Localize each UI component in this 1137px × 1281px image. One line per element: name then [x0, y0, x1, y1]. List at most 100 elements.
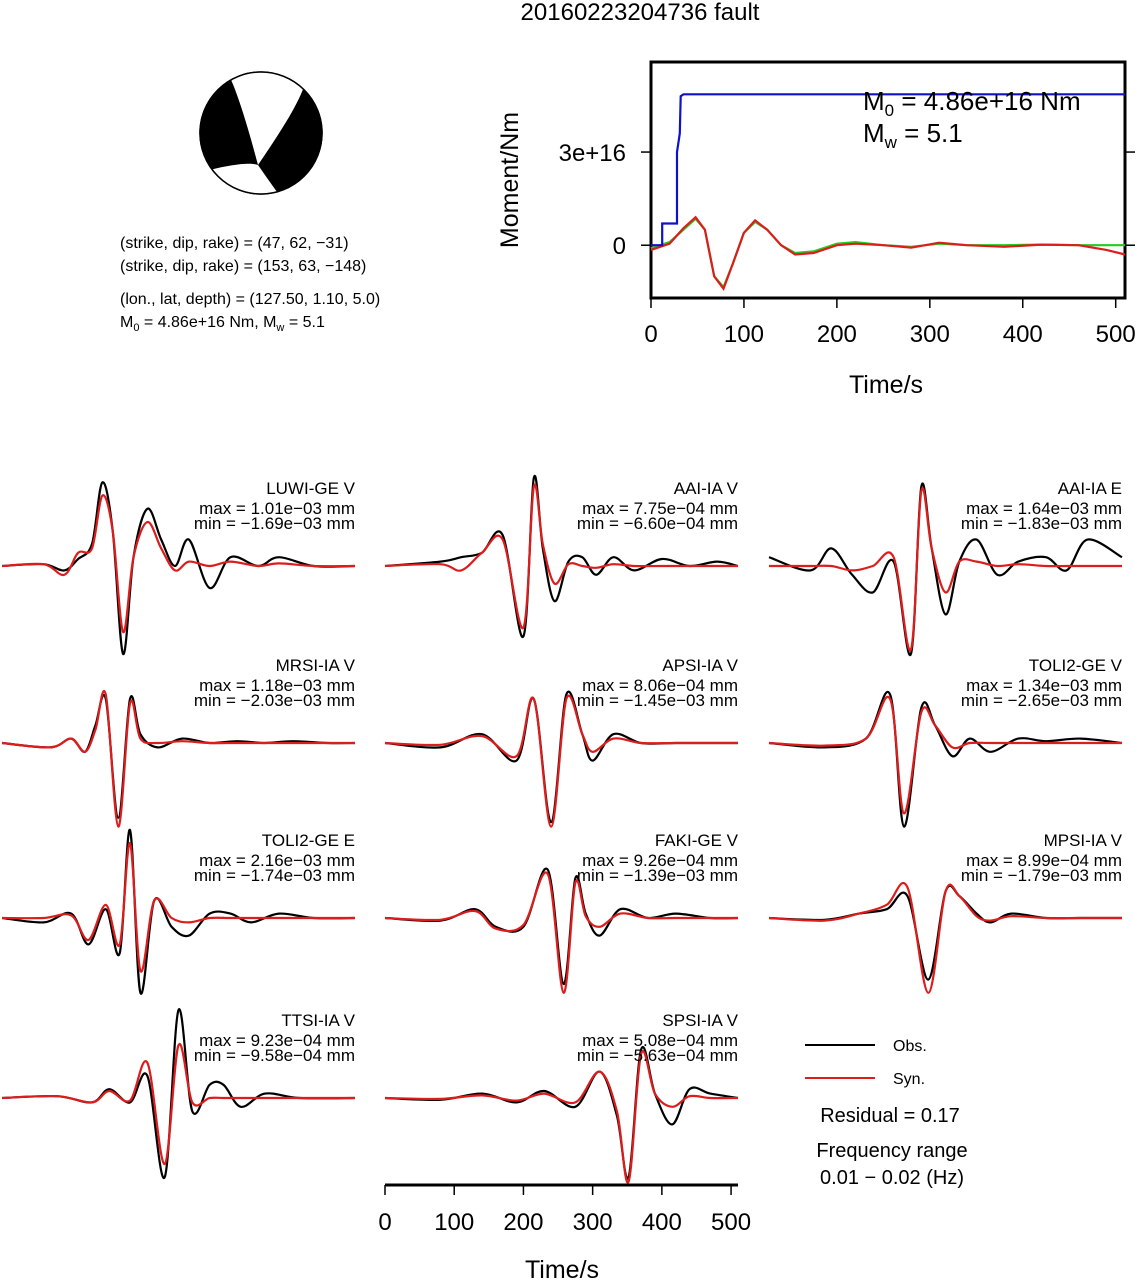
station-max: max = 7.75e−04 mm — [582, 499, 738, 518]
waveform-xtick-label-0: 0 — [378, 1209, 391, 1236]
beachball-white-lobe — [231, 72, 303, 165]
page-title: 20160223204736 fault — [521, 0, 760, 26]
synthetic-trace — [768, 487, 1122, 652]
station-min: min = −1.45e−03 mm — [577, 691, 738, 710]
moment-ylabel: Moment/Nm — [496, 112, 524, 248]
synthetic-trace — [1, 690, 355, 828]
station-max: max = 1.01e−03 mm — [199, 499, 355, 518]
synthetic-trace — [1, 494, 356, 634]
station-max: max = 2.16e−03 mm — [199, 851, 355, 870]
observed-trace — [384, 1045, 739, 1180]
station-min: min = −2.65e−03 mm — [961, 691, 1122, 710]
moment-annotation-mw: Mw = 5.1 — [863, 118, 963, 152]
moment-xtick-label-5: 500 — [1096, 321, 1136, 348]
station-max: max = 5.08e−04 mm — [582, 1031, 738, 1050]
moment-xtick-label-2: 200 — [817, 321, 857, 348]
station-name: MRSI-IA V — [276, 656, 356, 675]
station-min: min = −1.79e−03 mm — [961, 866, 1122, 885]
station-name: APSI-IA V — [662, 656, 738, 675]
moment-chart: 0 100 200 300 400 500 0 3e+16 Time/s Moment/Nm… — [496, 60, 1136, 399]
synthetic-trace — [1, 842, 355, 973]
observed-trace — [384, 867, 739, 986]
synthetic-trace — [384, 1050, 739, 1184]
station-max: max = 9.23e−04 mm — [199, 1031, 355, 1050]
synthetic-trace — [384, 694, 738, 828]
moment-xtick-label-1: 100 — [724, 321, 764, 348]
mw-rest: = 5.1 — [284, 314, 325, 331]
waveform-xtick-label-2: 200 — [503, 1209, 543, 1236]
moment-ytick-label-0: 0 — [613, 233, 626, 260]
waveform-xlabel: Time/s — [525, 1256, 599, 1281]
station-name: SPSI-IA V — [662, 1011, 738, 1030]
moment-xtick-label-4: 400 — [1003, 321, 1043, 348]
station-name: MPSI-IA V — [1044, 831, 1123, 850]
station-min: min = −1.39e−03 mm — [577, 866, 738, 885]
station-name: LUWI-GE V — [266, 479, 355, 498]
station-max: max = 1.18e−03 mm — [199, 676, 355, 695]
moment-xtick-label-3: 300 — [910, 321, 950, 348]
station-name: FAKI-GE V — [655, 831, 739, 850]
m0-symbol: M — [120, 314, 133, 331]
station-max: max = 1.64e−03 mm — [966, 499, 1122, 518]
frequency-value: 0.01 − 0.02 (Hz) — [820, 1167, 964, 1189]
legend-syn-label: Syn. — [893, 1071, 925, 1088]
moment-series-2 — [650, 215, 1126, 291]
station-min: min = −1.83e−03 mm — [961, 514, 1122, 533]
station-max: max = 1.34e−03 mm — [966, 676, 1122, 695]
station-min: min = −9.58e−04 mm — [194, 1046, 355, 1065]
moment-series-0 — [651, 93, 1125, 247]
synthetic-trace — [768, 882, 1122, 994]
residual-text: Residual = 0.17 — [820, 1105, 960, 1127]
station-min: min = −5.63e−04 mm — [577, 1046, 738, 1065]
waveform-time-axis: 0 100 200 300 400 500 Time/s — [378, 1183, 751, 1281]
nodal-plane-1: (strike, dip, rake) = (47, 62, −31) — [120, 235, 349, 252]
moment-m0-sub: 0 — [885, 101, 894, 120]
waveform-xtick-label-5: 500 — [711, 1209, 751, 1236]
station-max: max = 9.26e−04 mm — [582, 851, 738, 870]
observed-trace — [1, 828, 356, 995]
moment-ytick-label-1: 3e+16 — [559, 140, 626, 167]
moment-mw-value: = 5.1 — [897, 118, 963, 148]
moment-m0-value: = 4.86e+16 Nm — [894, 86, 1080, 116]
moment-mw-sub: w — [884, 133, 898, 152]
beachball — [199, 71, 323, 195]
legend-obs-label: Obs. — [893, 1038, 927, 1055]
station-name: AAI-IA E — [1058, 479, 1122, 498]
beachball-outline — [199, 71, 323, 195]
m0-rest: = 4.86e+16 Nm, M — [139, 314, 276, 331]
waveform-xtick-label-4: 400 — [642, 1209, 682, 1236]
moment-xtick-label-0: 0 — [644, 321, 657, 348]
station-name: TTSI-IA V — [281, 1011, 355, 1030]
station-max: max = 8.06e−04 mm — [582, 676, 738, 695]
moment-annotation-m0: M0 = 4.86e+16 Nm — [863, 86, 1081, 120]
synthetic-trace — [768, 695, 1122, 815]
station-min: min = −1.74e−03 mm — [194, 866, 355, 885]
station-name: TOLI2-GE V — [1029, 656, 1123, 675]
moment-xlabel: Time/s — [849, 371, 923, 399]
station-name: AAI-IA V — [674, 479, 739, 498]
beachball-white-lobe-lower — [212, 163, 277, 195]
synthetic-trace — [1, 1043, 355, 1166]
nodal-plane-2: (strike, dip, rake) = (153, 63, −148) — [120, 258, 366, 275]
waveform-xtick-label-1: 100 — [434, 1209, 474, 1236]
waveform-xtick-label-3: 300 — [573, 1209, 613, 1236]
legend: Obs. Syn. — [805, 1038, 927, 1088]
moment-text: M0 = 4.86e+16 Nm, Mw = 5.1 — [120, 314, 325, 334]
mw-subscript: w — [275, 322, 284, 334]
station-min: min = −2.03e−03 mm — [194, 691, 355, 710]
observed-trace — [1, 694, 356, 819]
frequency-title: Frequency range — [816, 1140, 967, 1162]
observed-trace — [768, 690, 1123, 828]
synthetic-trace — [384, 483, 738, 629]
